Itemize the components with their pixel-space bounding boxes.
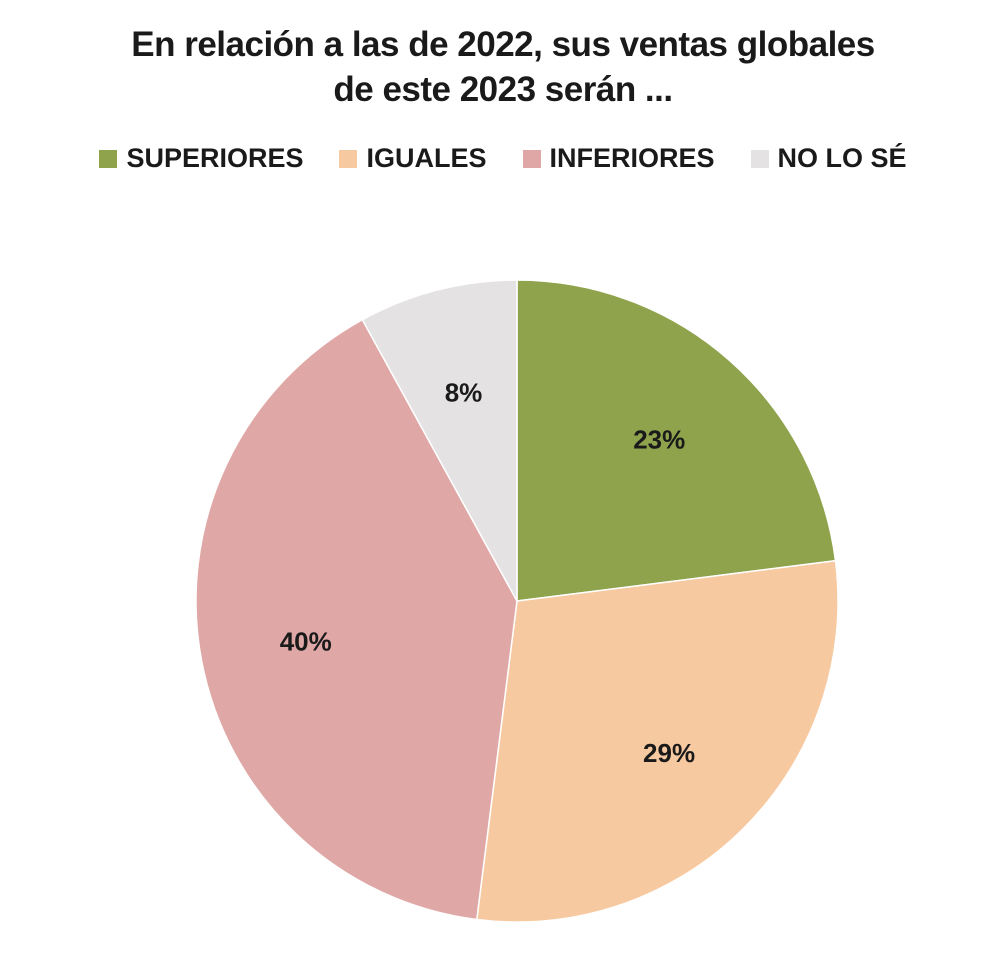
data-label-iguales: 29% [643, 738, 695, 768]
data-label-superiores: 23% [633, 425, 685, 455]
data-label-no-lo-se: 8% [445, 378, 483, 408]
data-label-inferiores: 40% [280, 626, 332, 656]
pie-chart: 23% 29% 40% 8% [0, 0, 1006, 966]
